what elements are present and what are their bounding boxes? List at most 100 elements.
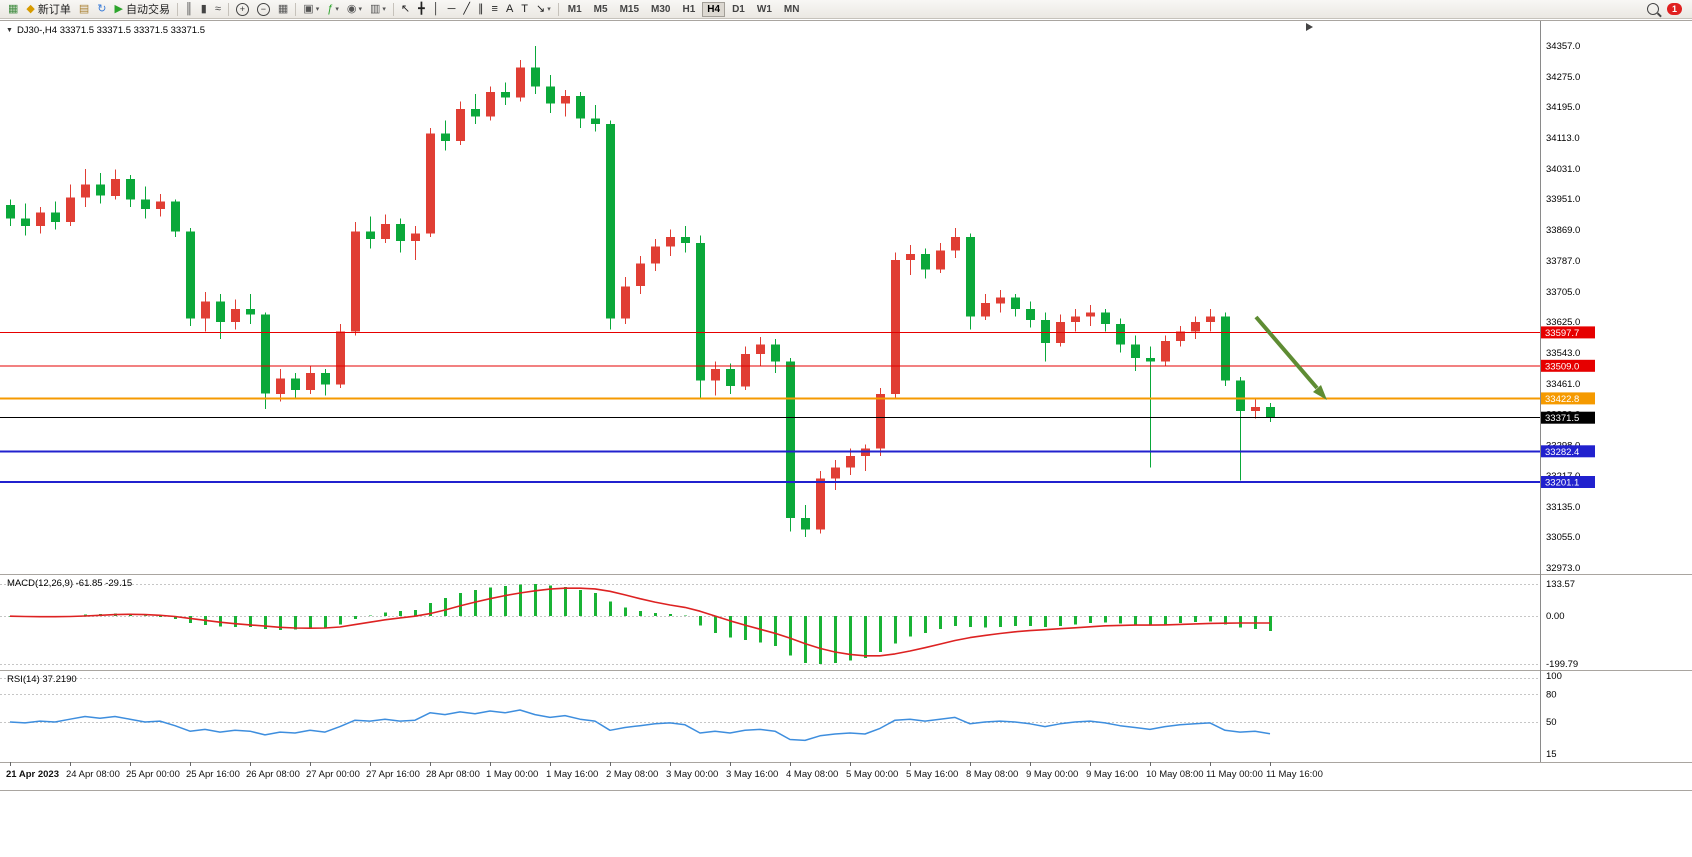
line-chart-button[interactable]: ≈ bbox=[211, 0, 225, 18]
rsi-axis-label: 15 bbox=[1546, 749, 1557, 760]
timeframe-w1[interactable]: W1 bbox=[756, 3, 772, 15]
time-axis-label: 25 Apr 16:00 bbox=[186, 769, 240, 780]
channel-button[interactable]: ∥ bbox=[474, 0, 488, 18]
candle bbox=[936, 242, 945, 274]
candle-body bbox=[1086, 312, 1095, 317]
candlestick-chart-button[interactable]: ▮ bbox=[197, 0, 211, 18]
candle bbox=[846, 448, 855, 475]
arrows-button[interactable]: ↘ ▾ bbox=[532, 0, 555, 18]
periods-button[interactable]: ◉ ▾ bbox=[343, 0, 366, 18]
candle-body bbox=[1071, 316, 1080, 323]
rsi-indicator-label: RSI(14) 37.2190 bbox=[7, 674, 77, 685]
new-window-icon: ▣ bbox=[303, 2, 314, 15]
candle-body bbox=[621, 286, 630, 319]
timeframe-d1[interactable]: D1 bbox=[732, 3, 745, 15]
timeframe-h1[interactable]: H1 bbox=[682, 3, 696, 15]
candle-body bbox=[1251, 407, 1260, 411]
candle bbox=[921, 248, 930, 279]
text-label-button[interactable]: T bbox=[517, 0, 532, 18]
rsi-layer bbox=[9, 709, 1271, 742]
crosshair-button[interactable]: ╋ bbox=[414, 0, 429, 18]
text-button[interactable]: A bbox=[502, 0, 517, 18]
chart-area: 34357.0 34275.0 34195.0 34113.0 34031.0 33951… bbox=[0, 19, 1692, 857]
candle bbox=[606, 120, 615, 330]
candle bbox=[1041, 312, 1050, 362]
candle-body bbox=[831, 467, 840, 479]
scroll-to-end-marker[interactable] bbox=[1306, 23, 1313, 31]
time-axis-label: 25 Apr 00:00 bbox=[126, 769, 180, 780]
candle-body bbox=[1026, 308, 1035, 321]
candle bbox=[291, 373, 300, 398]
vertical-line-button[interactable]: │ bbox=[429, 0, 444, 18]
candle bbox=[1161, 335, 1170, 366]
zoom-out-button[interactable]: − bbox=[253, 0, 274, 18]
candle-body bbox=[381, 224, 390, 240]
candle-body bbox=[441, 133, 450, 141]
candle-body bbox=[1131, 344, 1140, 358]
market-watch-button[interactable]: ▤ bbox=[75, 0, 93, 18]
new-order-button[interactable]: ◆ 新订单 bbox=[22, 0, 74, 18]
candle-body bbox=[876, 393, 885, 449]
time-axis-label: 1 May 00:00 bbox=[486, 769, 538, 780]
candle-body bbox=[996, 297, 1005, 304]
timeframe-m5[interactable]: M5 bbox=[593, 3, 608, 15]
timeframe-m1[interactable]: M1 bbox=[567, 3, 582, 15]
candle bbox=[1026, 301, 1035, 328]
zoom-in-button[interactable]: + bbox=[232, 0, 253, 18]
trendline-button[interactable]: ╱ bbox=[459, 0, 474, 18]
price-tag-label: 33509.0 bbox=[1545, 361, 1579, 372]
notification-badge[interactable]: 1 bbox=[1666, 3, 1682, 15]
candle bbox=[261, 312, 270, 409]
candle bbox=[111, 169, 120, 200]
time-axis-label: 8 May 08:00 bbox=[966, 769, 1018, 780]
bar-chart-button[interactable]: ║ bbox=[181, 0, 197, 18]
candle-body bbox=[291, 378, 300, 390]
timeframe-h4[interactable]: H4 bbox=[702, 1, 726, 17]
candle-body bbox=[246, 308, 255, 315]
candle bbox=[246, 293, 255, 324]
candle-body bbox=[501, 92, 510, 98]
candle bbox=[21, 203, 30, 236]
new-chart-button[interactable]: ▦ bbox=[4, 0, 22, 18]
arrow-head-icon bbox=[1313, 385, 1327, 400]
rsi-axis-label: 80 bbox=[1546, 689, 1557, 700]
timeframe-mn[interactable]: MN bbox=[783, 3, 800, 15]
candle-body bbox=[816, 478, 825, 530]
cursor-button[interactable]: ↖ bbox=[397, 0, 414, 18]
new-window-button[interactable]: ▣ ▾ bbox=[299, 0, 323, 18]
dropdown-arrow-icon: ▾ bbox=[358, 6, 362, 13]
indicators-button[interactable]: ƒ ▾ bbox=[323, 0, 343, 18]
candle bbox=[411, 225, 420, 260]
tile-windows-button[interactable]: ▦ bbox=[274, 0, 292, 18]
timeframe-m30[interactable]: M30 bbox=[651, 3, 671, 15]
chart-title: ▼ DJ30-,H4 33371.5 33371.5 33371.5 33371… bbox=[6, 25, 205, 36]
templates-button[interactable]: ▥ ▾ bbox=[366, 0, 390, 18]
timeframe-m15[interactable]: M15 bbox=[619, 3, 640, 15]
candle-body bbox=[951, 237, 960, 251]
candle bbox=[951, 227, 960, 258]
candle-body bbox=[486, 92, 495, 117]
candle-body bbox=[276, 378, 285, 394]
autotrading-icon: ▶ bbox=[114, 2, 123, 15]
candle-body bbox=[306, 373, 315, 390]
price-tag-33371.5 bbox=[1541, 411, 1595, 424]
refresh-button[interactable]: ↻ bbox=[93, 0, 110, 18]
symbol-selector-icon[interactable]: ▼ bbox=[6, 27, 13, 34]
fibonacci-button[interactable]: ≡ bbox=[488, 0, 502, 18]
arrow-annotation[interactable] bbox=[1254, 315, 1327, 400]
autotrading-button[interactable]: ▶ 自动交易 bbox=[111, 0, 174, 18]
candle bbox=[711, 361, 720, 396]
macd-layer bbox=[9, 584, 1272, 664]
candle-body bbox=[921, 254, 930, 270]
candle bbox=[666, 229, 675, 257]
candle bbox=[351, 222, 360, 336]
candle-body bbox=[321, 373, 330, 385]
toolbar-separator bbox=[295, 2, 297, 16]
candle bbox=[216, 293, 225, 340]
horizontal-line-button[interactable]: ─ bbox=[444, 0, 460, 18]
toolbar-separator bbox=[227, 2, 229, 16]
search-icon[interactable] bbox=[1646, 3, 1659, 15]
candle bbox=[366, 216, 375, 249]
candle bbox=[321, 369, 330, 396]
